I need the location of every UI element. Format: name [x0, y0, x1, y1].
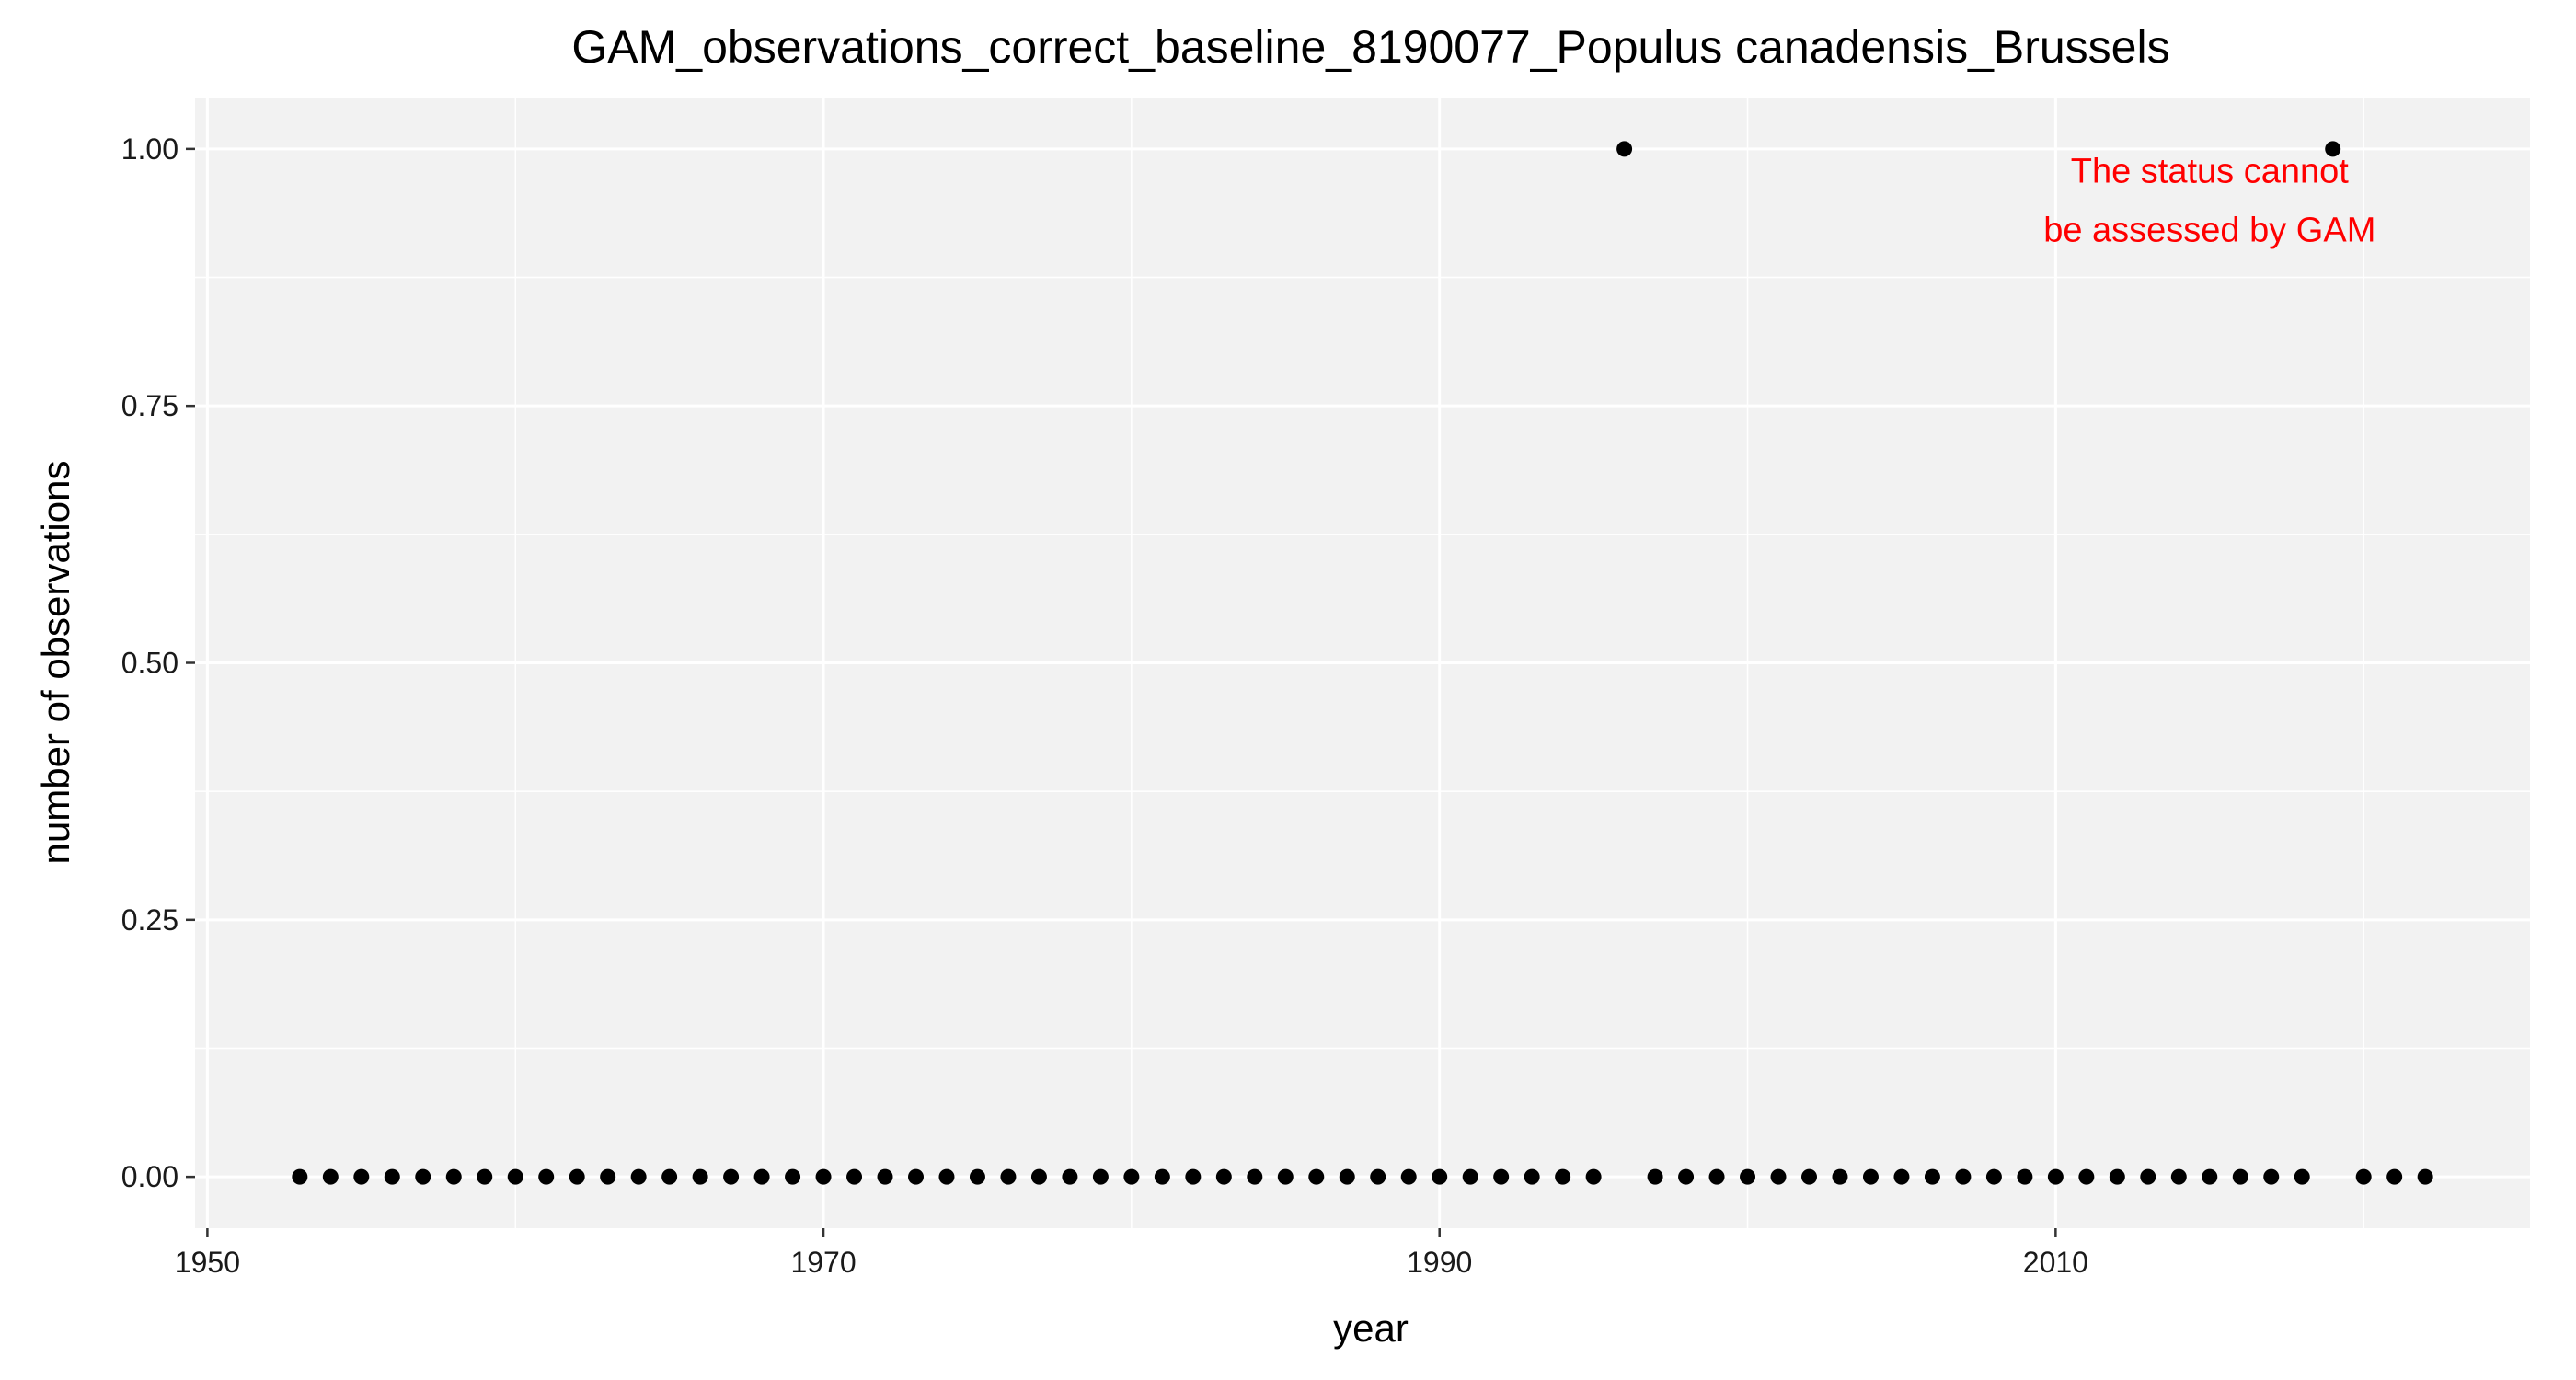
data-point — [2232, 1168, 2248, 1185]
data-point — [1893, 1168, 1910, 1185]
data-point — [2017, 1168, 2033, 1185]
data-point — [1400, 1168, 1417, 1185]
data-point — [1030, 1168, 1047, 1185]
data-point — [1862, 1168, 1879, 1185]
data-point — [600, 1168, 616, 1185]
data-point — [1062, 1168, 1078, 1185]
annotation-line: be assessed by GAM — [2043, 212, 2375, 250]
data-point — [1000, 1168, 1017, 1185]
data-point — [2047, 1168, 2064, 1185]
data-point — [692, 1168, 708, 1185]
data-point — [1524, 1168, 1540, 1185]
data-point — [1123, 1168, 1140, 1185]
data-point — [1678, 1168, 1695, 1185]
chart-title: GAM_observations_correct_baseline_819007… — [571, 21, 2169, 73]
data-point — [1801, 1168, 1818, 1185]
annotation-line: The status cannot — [2071, 153, 2350, 191]
y-axis: 0.00 0.25 0.50 0.75 1.00 — [121, 132, 195, 1193]
data-point — [815, 1168, 832, 1185]
data-point — [1924, 1168, 1940, 1185]
data-point — [969, 1168, 985, 1185]
data-point — [415, 1168, 431, 1185]
data-point — [1154, 1168, 1170, 1185]
data-point — [1092, 1168, 1109, 1185]
data-point — [1370, 1168, 1386, 1185]
data-point — [2294, 1168, 2310, 1185]
data-point — [1585, 1168, 1602, 1185]
data-point — [569, 1168, 585, 1185]
data-point — [2263, 1168, 2280, 1185]
data-point — [1555, 1168, 1571, 1185]
data-point — [2202, 1168, 2218, 1185]
data-point — [384, 1168, 400, 1185]
grid-major — [195, 98, 2530, 1228]
data-point — [2078, 1168, 2095, 1185]
x-tick-label: 1970 — [790, 1246, 856, 1279]
data-point — [322, 1168, 339, 1185]
data-point — [1955, 1168, 1972, 1185]
x-tick-label: 1990 — [1407, 1246, 1472, 1279]
data-point — [785, 1168, 801, 1185]
data-point — [292, 1168, 308, 1185]
data-point — [2140, 1168, 2156, 1185]
data-point — [1616, 141, 1633, 157]
x-axis-title: year — [1333, 1306, 1409, 1350]
data-point — [2355, 1168, 2372, 1185]
data-point — [846, 1168, 863, 1185]
data-point — [2386, 1168, 2403, 1185]
data-point — [445, 1168, 462, 1185]
y-tick-label: 1.00 — [121, 132, 178, 166]
data-point — [1185, 1168, 1202, 1185]
data-point — [1493, 1168, 1510, 1185]
status-annotation: The status cannot be assessed by GAM — [2043, 153, 2375, 250]
data-point — [1308, 1168, 1325, 1185]
x-axis: 1950 1970 1990 2010 — [175, 1228, 2088, 1279]
y-axis-title: number of observations — [34, 461, 77, 865]
data-point — [1339, 1168, 1355, 1185]
data-point — [1462, 1168, 1478, 1185]
data-point — [1647, 1168, 1663, 1185]
data-point — [353, 1168, 370, 1185]
data-point — [2109, 1168, 2125, 1185]
y-tick-label: 0.25 — [121, 903, 178, 937]
data-point — [507, 1168, 523, 1185]
data-point — [661, 1168, 678, 1185]
data-point — [1708, 1168, 1725, 1185]
data-point — [477, 1168, 493, 1185]
data-point — [1832, 1168, 1848, 1185]
data-point — [723, 1168, 740, 1185]
y-tick-label: 0.75 — [121, 389, 178, 422]
y-tick-label: 0.00 — [121, 1160, 178, 1193]
y-tick-label: 0.50 — [121, 647, 178, 680]
x-tick-label: 2010 — [2023, 1246, 2088, 1279]
data-points — [292, 141, 2433, 1185]
data-point — [907, 1168, 924, 1185]
data-point — [1740, 1168, 1756, 1185]
data-point — [1247, 1168, 1263, 1185]
data-point — [1277, 1168, 1294, 1185]
x-tick-label: 1950 — [175, 1246, 240, 1279]
data-point — [1985, 1168, 2002, 1185]
data-point — [2417, 1168, 2433, 1185]
data-point — [938, 1168, 955, 1185]
data-point — [1770, 1168, 1787, 1185]
data-point — [538, 1168, 555, 1185]
data-point — [2170, 1168, 2187, 1185]
data-point — [753, 1168, 770, 1185]
data-point — [1432, 1168, 1448, 1185]
data-point — [2325, 141, 2341, 157]
data-point — [1215, 1168, 1232, 1185]
data-point — [877, 1168, 893, 1185]
data-point — [630, 1168, 647, 1185]
